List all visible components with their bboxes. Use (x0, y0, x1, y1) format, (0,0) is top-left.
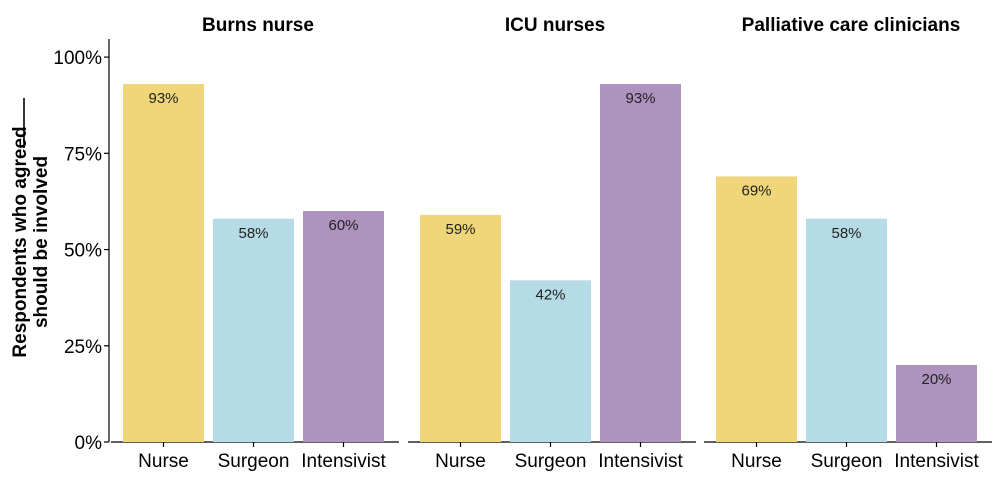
bar-intensivist (600, 84, 681, 442)
x-tick-label: Nurse (731, 451, 782, 472)
bar-nurse (123, 84, 204, 442)
data-label: 60% (328, 217, 358, 234)
x-tick-label: Surgeon (811, 451, 883, 472)
y-axis-title-line1: Respondents who agreed (10, 126, 31, 357)
data-label: 58% (238, 225, 268, 242)
bar-surgeon (213, 218, 294, 442)
x-tick-label: Nurse (138, 451, 189, 472)
bar-surgeon (806, 218, 887, 442)
data-label: 42% (535, 286, 565, 303)
y-axis: 0% 25% 50% 75% 100% (53, 39, 110, 454)
bar-nurse (420, 214, 501, 442)
y-tick-label: 100% (53, 48, 102, 69)
bar-nurse (716, 176, 797, 443)
y-axis-title-line2: should be involved (31, 156, 52, 328)
data-label: 58% (831, 225, 861, 242)
x-tick-label: Intensivist (301, 451, 386, 472)
bar-intensivist (303, 211, 384, 442)
x-tick-label: Intensivist (598, 451, 683, 472)
x-tick-label: Surgeon (515, 451, 587, 472)
y-tick-label: 0% (75, 433, 103, 454)
x-tick-label: Intensivist (894, 451, 979, 472)
panel-3: Palliative care clinicians 69% Nurse 58% Sur… (704, 15, 992, 472)
data-label: 93% (148, 90, 178, 107)
y-tick-label: 25% (64, 337, 102, 358)
x-tick-label: Nurse (435, 451, 486, 472)
panel-1: Burns nurse 93% Nurse 58% Surgeon 60% Intensiv… (111, 15, 399, 472)
panel-2: ICU nurses 59% Nurse 42% Surgeon 93% Intensivi… (408, 15, 696, 472)
bar-intensivist (896, 365, 977, 442)
panel-title: ICU nurses (505, 15, 605, 36)
y-tick-label: 50% (64, 241, 102, 262)
panels: Burns nurse 93% Nurse 58% Surgeon 60% Intensiv… (111, 15, 992, 472)
data-label: 20% (921, 371, 951, 388)
x-tick-label: Surgeon (218, 451, 290, 472)
data-label: 69% (741, 182, 771, 199)
data-label: 93% (625, 90, 655, 107)
y-axis-title: Respondents who agreed should be involve… (10, 98, 52, 358)
bar-surgeon (510, 280, 591, 442)
y-tick-label: 75% (64, 144, 102, 165)
data-label: 59% (445, 221, 475, 238)
panel-title: Burns nurse (202, 15, 314, 36)
panel-title: Palliative care clinicians (742, 15, 961, 36)
